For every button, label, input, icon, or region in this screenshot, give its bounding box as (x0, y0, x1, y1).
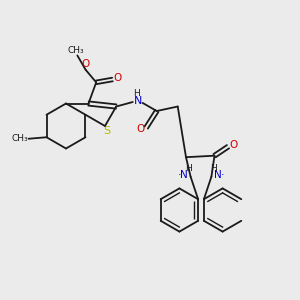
Text: N: N (214, 170, 222, 180)
Text: ·: · (177, 170, 181, 180)
Text: O: O (82, 59, 90, 69)
Text: O: O (137, 124, 145, 134)
Text: O: O (114, 73, 122, 83)
Text: H: H (185, 164, 192, 173)
Text: CH₃: CH₃ (12, 134, 28, 143)
Text: H: H (133, 89, 140, 98)
Text: O: O (229, 140, 238, 150)
Text: S: S (103, 126, 110, 136)
Text: H: H (210, 164, 217, 173)
Text: N: N (180, 170, 188, 180)
Text: CH₃: CH₃ (68, 46, 84, 55)
Text: N: N (134, 96, 142, 106)
Text: ·: · (221, 170, 225, 180)
